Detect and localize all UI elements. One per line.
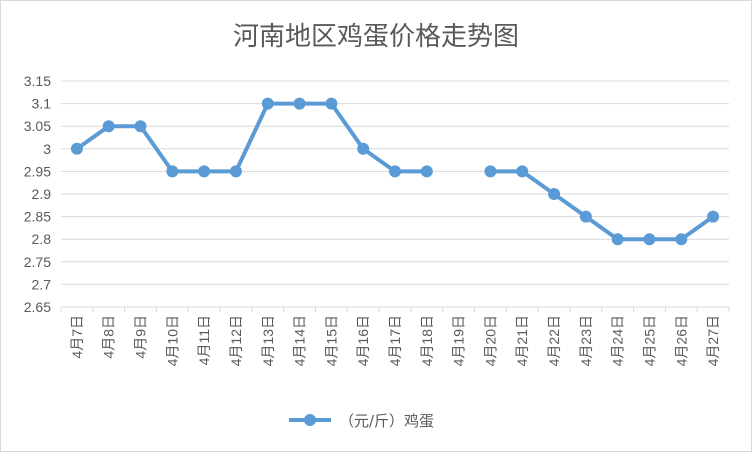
series-layer (70, 97, 720, 246)
data-point (420, 165, 433, 178)
x-tick-label: 4月8日 (101, 315, 117, 359)
data-point (548, 188, 561, 200)
y-tick-label: 2.9 (32, 186, 52, 202)
x-tick-label: 4月26日 (673, 315, 689, 366)
x-tick-label: 4月14日 (292, 315, 308, 366)
data-point (675, 233, 688, 246)
data-point (198, 165, 211, 178)
data-point (611, 233, 624, 246)
data-point (261, 97, 274, 110)
y-tick-label: 2.65 (24, 299, 51, 315)
x-tick-label: 4月19日 (451, 315, 467, 366)
x-tick-label: 4月17日 (387, 315, 403, 366)
y-tick-label: 3.05 (24, 118, 51, 134)
data-point (389, 165, 401, 178)
legend-marker-swatch (304, 414, 316, 426)
y-axis-ticks: 2.65 2.7 2.75 2.8 2.85 2.9 2.95 3 3.05 3.1 3.15 (24, 73, 51, 315)
data-point (516, 165, 529, 178)
y-tick-label: 3.15 (24, 73, 51, 89)
data-point (70, 142, 83, 155)
x-tick-label: 4月18日 (419, 315, 435, 366)
y-tick-label: 2.7 (32, 276, 52, 292)
x-tick-label: 4月22日 (546, 315, 562, 366)
x-axis-ticks: 4月7日 4月8日 4月9日 4月10日 4月11日 4月12日 4月13日 4月14日 4月1… (60, 307, 730, 366)
data-point (643, 233, 656, 246)
gridlines (61, 80, 729, 308)
data-point (357, 142, 370, 155)
data-point (229, 165, 242, 178)
x-tick-label: 4月11日 (196, 315, 212, 365)
y-tick-label: 2.85 (24, 209, 51, 225)
y-tick-label: 3.1 (32, 96, 52, 112)
x-tick-label: 4月12日 (228, 315, 244, 366)
x-tick-label: 4月7日 (69, 315, 85, 359)
x-tick-label: 4月27日 (705, 315, 721, 366)
y-tick-label: 2.8 (32, 231, 52, 247)
x-tick-label: 4月9日 (133, 315, 149, 359)
data-point (134, 120, 147, 133)
y-tick-label: 3 (43, 141, 51, 157)
data-point (293, 97, 306, 110)
data-point (484, 165, 497, 178)
x-tick-label: 4月15日 (323, 315, 339, 366)
x-tick-label: 4月13日 (260, 315, 276, 366)
y-tick-label: 2.75 (24, 254, 51, 270)
x-tick-label: 4月16日 (355, 315, 371, 366)
x-tick-label: 4月23日 (578, 315, 594, 366)
x-tick-label: 4月25日 (641, 315, 657, 366)
data-point (166, 165, 179, 178)
x-tick-label: 4月24日 (610, 315, 626, 366)
legend: （元/斤）鸡蛋 (289, 412, 434, 430)
data-point (325, 97, 338, 110)
y-tick-label: 2.95 (24, 163, 51, 179)
data-point (707, 210, 720, 223)
data-point (102, 120, 115, 133)
x-tick-label: 4月20日 (482, 315, 498, 366)
x-tick-label: 4月10日 (164, 315, 180, 366)
x-tick-label: 4月21日 (514, 315, 530, 366)
legend-label: （元/斤）鸡蛋 (339, 412, 434, 430)
data-point (579, 210, 592, 223)
chart-title: 河南地区鸡蛋价格走势图 (233, 22, 519, 52)
